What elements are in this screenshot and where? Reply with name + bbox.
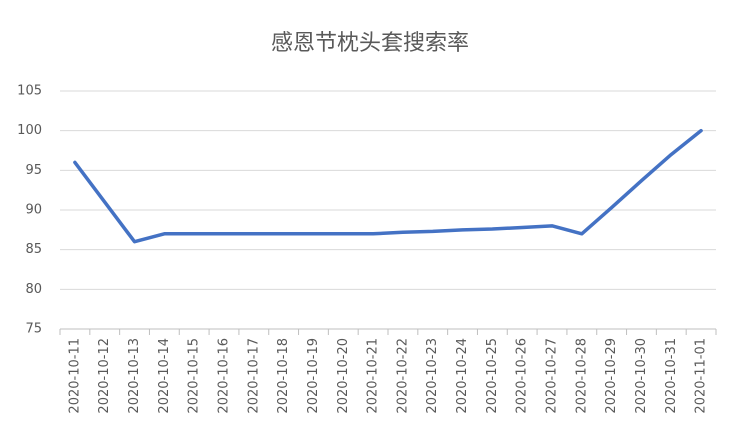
x-tick-label: 2020-10-15 bbox=[187, 338, 202, 414]
x-tick-label: 2020-11-01 bbox=[694, 338, 709, 414]
line-series bbox=[73, 128, 703, 244]
x-tick-label: 2020-10-13 bbox=[127, 338, 142, 414]
y-tick-label: 80 bbox=[25, 282, 42, 297]
x-tick-label: 2020-10-21 bbox=[366, 338, 381, 414]
y-tick-label: 95 bbox=[25, 163, 42, 178]
x-tick-label: 2020-10-22 bbox=[395, 338, 410, 414]
x-tick-label: 2020-10-29 bbox=[604, 338, 619, 414]
y-tick-label: 85 bbox=[25, 242, 42, 257]
x-tick-label: 2020-10-17 bbox=[246, 338, 261, 414]
x-tick-label: 2020-10-27 bbox=[545, 338, 560, 414]
x-tick-label: 2020-10-26 bbox=[515, 338, 530, 414]
y-tick-label: 100 bbox=[17, 123, 42, 138]
x-tick-label: 2020-10-31 bbox=[664, 338, 679, 414]
y-tick-label: 105 bbox=[17, 84, 42, 99]
x-tick-label: 2020-10-18 bbox=[276, 338, 291, 414]
x-tick-label: 2020-10-14 bbox=[157, 338, 172, 414]
x-tick-label: 2020-10-24 bbox=[455, 338, 470, 414]
x-tick-label: 2020-10-19 bbox=[306, 338, 321, 414]
x-tick-label: 2020-10-23 bbox=[425, 338, 440, 414]
x-tick-label: 2020-10-16 bbox=[217, 338, 232, 414]
chart-title: 感恩节枕头套搜索率 bbox=[271, 31, 469, 56]
x-tick-label: 2020-10-30 bbox=[634, 338, 649, 414]
x-tick-label: 2020-10-25 bbox=[485, 338, 500, 414]
x-tick-label: 2020-10-28 bbox=[574, 338, 589, 414]
x-tick-label: 2020-10-12 bbox=[97, 338, 112, 414]
x-tick-label: 2020-10-11 bbox=[67, 338, 82, 414]
y-tick-label: 75 bbox=[25, 322, 42, 337]
x-tick-label: 2020-10-20 bbox=[336, 338, 351, 414]
y-tick-label: 90 bbox=[25, 203, 42, 218]
